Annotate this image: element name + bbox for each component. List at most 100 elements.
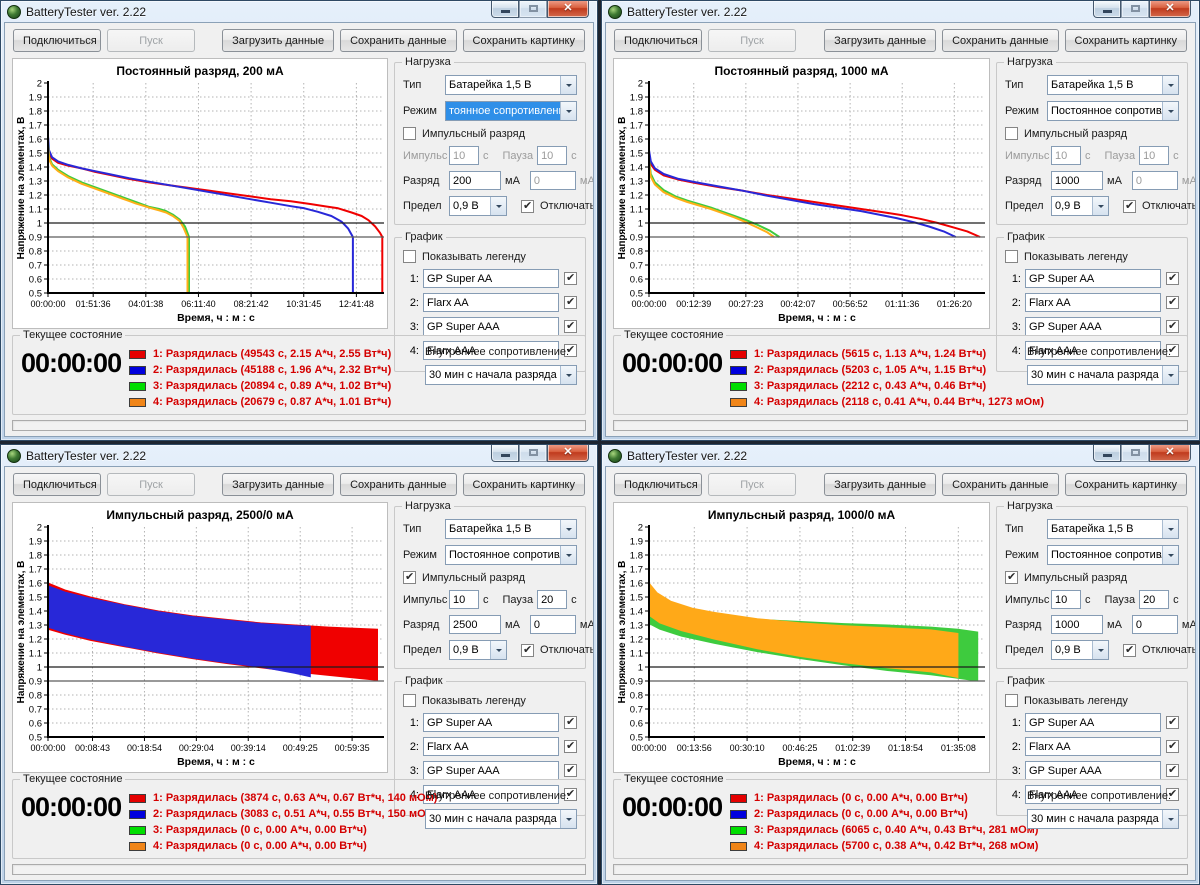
chevron-down-icon[interactable] — [560, 520, 576, 538]
disconnect-checkbox[interactable] — [521, 199, 534, 213]
maximize-button[interactable] — [519, 445, 547, 462]
connect-button[interactable]: Подключиться — [13, 473, 101, 496]
chevron-down-icon[interactable] — [1162, 520, 1178, 538]
battery-visible-checkbox[interactable] — [564, 319, 577, 333]
battery-name-input[interactable] — [1025, 341, 1161, 360]
battery-name-input[interactable] — [423, 317, 559, 336]
chevron-down-icon[interactable] — [1162, 810, 1178, 828]
battery-name-input[interactable] — [423, 761, 559, 780]
chevron-down-icon[interactable] — [1162, 102, 1178, 120]
save-data-button[interactable]: Сохранить данные — [942, 29, 1059, 52]
type-select[interactable]: Батарейка 1,5 В — [445, 75, 577, 95]
internal-resistance-select[interactable]: 30 мин с начала разряда — [425, 809, 577, 829]
pulse-seconds-input[interactable] — [449, 146, 479, 165]
start-button[interactable]: Пуск — [708, 473, 796, 496]
load-data-button[interactable]: Загрузить данные — [824, 473, 937, 496]
battery-visible-checkbox[interactable] — [564, 271, 577, 285]
chevron-down-icon[interactable] — [560, 366, 576, 384]
battery-visible-checkbox[interactable] — [564, 787, 577, 801]
chevron-down-icon[interactable] — [490, 641, 506, 659]
pause-current-input[interactable] — [1131, 615, 1178, 634]
save-image-button[interactable]: Сохранить картинку — [1064, 29, 1187, 52]
start-button[interactable]: Пуск — [107, 473, 195, 496]
close-button[interactable]: ✕ — [547, 1, 589, 18]
show-legend-checkbox[interactable] — [1005, 250, 1018, 263]
chevron-down-icon[interactable] — [560, 102, 576, 120]
discharge-current-input[interactable] — [449, 615, 501, 634]
battery-name-input[interactable] — [1025, 785, 1161, 804]
save-image-button[interactable]: Сохранить картинку — [462, 473, 585, 496]
battery-visible-checkbox[interactable] — [1166, 739, 1179, 753]
internal-resistance-select[interactable]: 30 мин с начала разряда — [1027, 365, 1179, 385]
battery-name-input[interactable] — [1025, 317, 1161, 336]
titlebar[interactable]: BatteryTester ver. 2.22 ✕ — [602, 1, 1199, 22]
pulse-discharge-checkbox[interactable] — [403, 570, 416, 584]
chevron-down-icon[interactable] — [1092, 197, 1108, 215]
chevron-down-icon[interactable] — [1162, 76, 1178, 94]
minimize-button[interactable] — [491, 445, 519, 462]
pulse-discharge-checkbox[interactable] — [1005, 570, 1018, 584]
disconnect-checkbox[interactable] — [521, 643, 534, 657]
chevron-down-icon[interactable] — [560, 810, 576, 828]
pulse-seconds-input[interactable] — [1051, 590, 1081, 609]
battery-visible-checkbox[interactable] — [564, 763, 577, 777]
battery-name-input[interactable] — [423, 713, 559, 732]
titlebar[interactable]: BatteryTester ver. 2.22 ✕ — [1, 1, 597, 22]
discharge-current-input[interactable] — [1051, 615, 1103, 634]
show-legend-checkbox[interactable] — [403, 250, 416, 263]
battery-visible-checkbox[interactable] — [1166, 319, 1179, 333]
maximize-button[interactable] — [1121, 1, 1149, 18]
save-image-button[interactable]: Сохранить картинку — [1064, 473, 1187, 496]
limit-select[interactable]: 0,9 В — [449, 640, 507, 660]
battery-name-input[interactable] — [1025, 737, 1161, 756]
disconnect-checkbox[interactable] — [1123, 199, 1136, 213]
save-data-button[interactable]: Сохранить данные — [340, 29, 457, 52]
mode-select[interactable]: Постоянное сопротивле — [1047, 101, 1179, 121]
load-data-button[interactable]: Загрузить данные — [222, 473, 335, 496]
save-data-button[interactable]: Сохранить данные — [340, 473, 457, 496]
chevron-down-icon[interactable] — [560, 546, 576, 564]
pause-current-input[interactable] — [1131, 171, 1178, 190]
discharge-current-input[interactable] — [1051, 171, 1103, 190]
show-legend-checkbox[interactable] — [403, 694, 416, 707]
connect-button[interactable]: Подключиться — [13, 29, 101, 52]
maximize-button[interactable] — [519, 1, 547, 18]
type-select[interactable]: Батарейка 1,5 В — [1047, 75, 1179, 95]
pause-current-input[interactable] — [529, 171, 576, 190]
pause-seconds-input[interactable] — [1139, 590, 1170, 609]
limit-select[interactable]: 0,9 В — [1051, 640, 1109, 660]
pulse-seconds-input[interactable] — [449, 590, 479, 609]
close-button[interactable]: ✕ — [547, 445, 589, 462]
battery-visible-checkbox[interactable] — [564, 295, 577, 309]
battery-visible-checkbox[interactable] — [1166, 343, 1179, 357]
start-button[interactable]: Пуск — [107, 29, 195, 52]
battery-name-input[interactable] — [1025, 713, 1161, 732]
type-select[interactable]: Батарейка 1,5 В — [445, 519, 577, 539]
close-button[interactable]: ✕ — [1149, 1, 1191, 18]
pause-current-input[interactable] — [529, 615, 576, 634]
discharge-current-input[interactable] — [449, 171, 501, 190]
battery-visible-checkbox[interactable] — [1166, 763, 1179, 777]
connect-button[interactable]: Подключиться — [614, 29, 702, 52]
pause-seconds-input[interactable] — [1139, 146, 1170, 165]
mode-select[interactable]: Постоянное сопротивле — [445, 545, 577, 565]
pulse-seconds-input[interactable] — [1051, 146, 1081, 165]
close-button[interactable]: ✕ — [1149, 445, 1191, 462]
internal-resistance-select[interactable]: 30 мин с начала разряда — [425, 365, 577, 385]
chevron-down-icon[interactable] — [1162, 366, 1178, 384]
pulse-discharge-checkbox[interactable] — [1005, 127, 1018, 140]
battery-name-input[interactable] — [1025, 269, 1161, 288]
chevron-down-icon[interactable] — [1092, 641, 1108, 659]
battery-visible-checkbox[interactable] — [564, 715, 577, 729]
chevron-down-icon[interactable] — [1162, 546, 1178, 564]
mode-select[interactable]: тоянное сопротивление — [445, 101, 577, 121]
battery-name-input[interactable] — [1025, 293, 1161, 312]
chevron-down-icon[interactable] — [490, 197, 506, 215]
type-select[interactable]: Батарейка 1,5 В — [1047, 519, 1179, 539]
battery-name-input[interactable] — [423, 341, 559, 360]
load-data-button[interactable]: Загрузить данные — [824, 29, 937, 52]
minimize-button[interactable] — [1093, 445, 1121, 462]
battery-name-input[interactable] — [423, 269, 559, 288]
minimize-button[interactable] — [491, 1, 519, 18]
battery-name-input[interactable] — [423, 737, 559, 756]
